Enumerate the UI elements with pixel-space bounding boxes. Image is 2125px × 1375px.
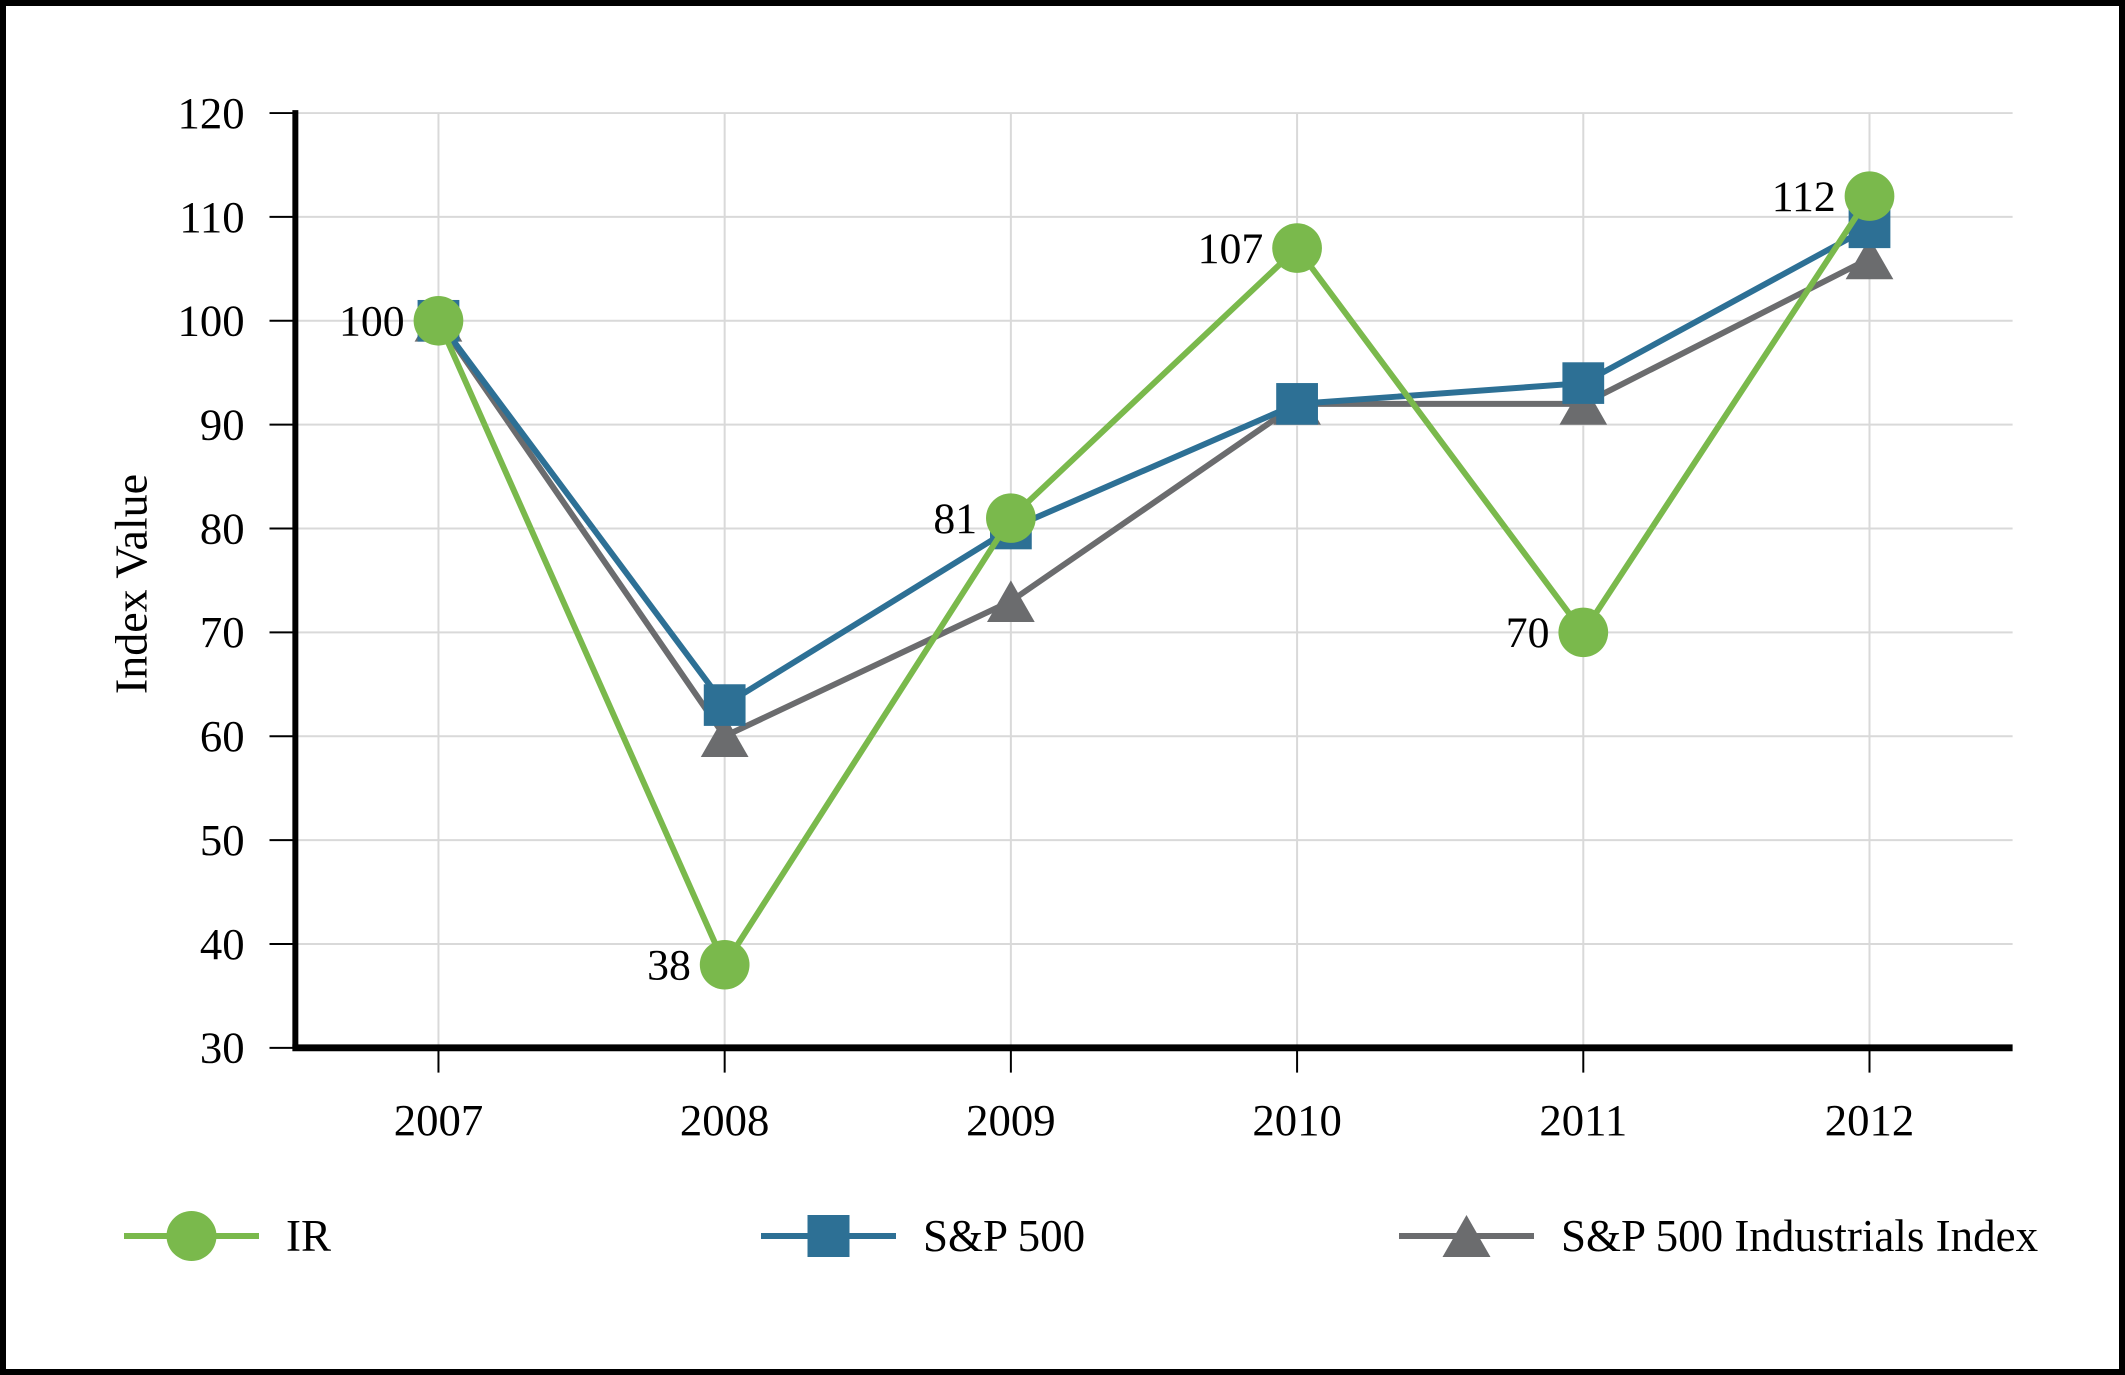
legend-circle-marker xyxy=(124,1211,259,1261)
series-line xyxy=(436,224,1871,710)
legend-item: S&P 500 Industrials Index xyxy=(1399,1204,2038,1268)
x-tick-label: 2011 xyxy=(1539,1095,1627,1145)
x-tick-label: 2010 xyxy=(1252,1095,1341,1145)
data-label: 100 xyxy=(339,298,405,346)
y-tick-label: 60 xyxy=(200,711,245,761)
legend-label: IR xyxy=(286,1211,331,1261)
x-tick-label: 2012 xyxy=(1825,1095,1914,1145)
data-point xyxy=(1272,223,1322,273)
legend-square-marker xyxy=(761,1215,896,1257)
series-line xyxy=(436,255,1871,741)
x-tick-label: 2007 xyxy=(394,1095,483,1145)
y-tick-label: 100 xyxy=(178,296,245,346)
series-square xyxy=(417,206,1891,726)
data-point xyxy=(1845,237,1894,280)
data-point xyxy=(986,493,1036,543)
y-tick-label: 50 xyxy=(200,815,245,865)
data-point xyxy=(1558,607,1609,658)
legend-item: IR xyxy=(124,1204,331,1268)
series-circle xyxy=(413,171,1895,990)
y-tick-label: 40 xyxy=(200,919,245,969)
y-tick-label: 110 xyxy=(179,192,244,242)
data-label: 107 xyxy=(1198,225,1264,273)
data-point xyxy=(1844,171,1895,221)
performance-line-chart: 30 40 50 60 70 80 90 100 110 120 2007 2008 2009 2010 2… xyxy=(178,88,2013,1145)
y-axis-title: Index Value xyxy=(105,473,157,695)
chart-legend: IR S&P 500 S&P 500 Industrials Index xyxy=(6,1204,2119,1268)
series-line xyxy=(435,194,1872,972)
data-point xyxy=(166,1211,217,1261)
legend-label: S&P 500 xyxy=(923,1211,1086,1261)
legend-label: S&P 500 Industrials Index xyxy=(1561,1211,2039,1261)
data-point xyxy=(700,715,749,758)
data-point xyxy=(1442,1215,1491,1257)
data-point xyxy=(987,580,1035,623)
data-point xyxy=(699,939,750,990)
legend-item: S&P 500 xyxy=(761,1204,1085,1268)
x-tick-label: 2008 xyxy=(680,1095,769,1145)
data-point xyxy=(807,1215,850,1257)
data-label: 112 xyxy=(1772,173,1836,221)
data-label: 81 xyxy=(933,495,977,543)
data-point xyxy=(1276,383,1318,425)
y-tick-label: 80 xyxy=(200,503,245,553)
data-point xyxy=(1562,362,1605,404)
y-tick-label: 120 xyxy=(178,88,245,138)
y-tick-label: 70 xyxy=(200,607,245,657)
legend-triangle-marker xyxy=(1399,1215,1534,1257)
data-point xyxy=(413,296,464,346)
y-tick-label: 90 xyxy=(200,400,245,450)
x-tick-label: 2009 xyxy=(966,1095,1055,1145)
data-point xyxy=(703,684,746,726)
y-tick-label: 30 xyxy=(200,1023,245,1073)
data-label: 70 xyxy=(1506,609,1550,657)
data-label: 38 xyxy=(647,942,691,990)
